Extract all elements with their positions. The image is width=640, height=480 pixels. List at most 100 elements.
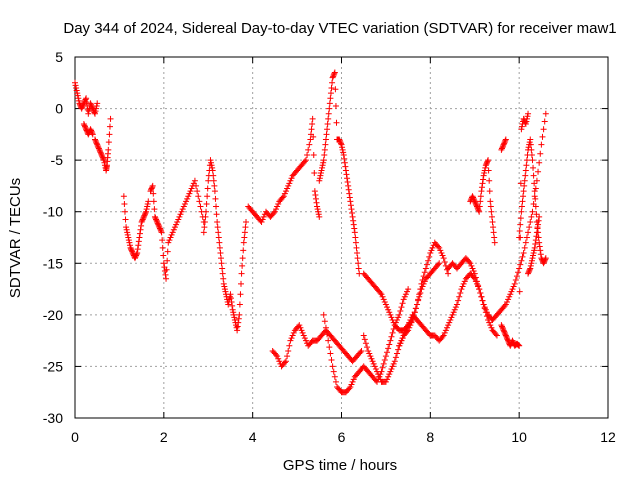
data-point [239, 262, 246, 269]
series-seg19 [525, 213, 543, 277]
series-seg3 [91, 115, 114, 174]
data-point [93, 139, 100, 146]
data-point [365, 347, 372, 354]
data-point [392, 354, 399, 361]
data-point [229, 302, 236, 309]
data-point [88, 127, 95, 134]
data-point [231, 314, 238, 321]
data-point [80, 100, 87, 107]
data-point [345, 186, 352, 193]
data-point [521, 244, 528, 251]
data-point [272, 206, 279, 213]
data-point [145, 198, 152, 205]
data-point [481, 304, 488, 311]
data-point [201, 219, 208, 226]
data-point [89, 104, 96, 111]
data-point [471, 270, 478, 277]
data-point [275, 355, 282, 362]
data-point [539, 133, 546, 140]
data-point [498, 145, 505, 152]
data-point [395, 346, 402, 353]
data-point [535, 217, 542, 224]
data-point [141, 212, 148, 219]
data-point [530, 249, 537, 256]
data-point [96, 148, 103, 155]
data-point [459, 283, 466, 290]
data-point [307, 136, 314, 143]
data-point [529, 157, 536, 164]
data-point [389, 317, 396, 324]
data-point [486, 177, 493, 184]
data-point [477, 289, 484, 296]
data-point [174, 219, 181, 226]
data-point [215, 229, 222, 236]
data-point [329, 74, 336, 81]
data-point [236, 301, 243, 308]
data-point [452, 304, 459, 311]
data-point [518, 126, 525, 133]
data-point [537, 150, 544, 157]
data-point [421, 278, 428, 285]
data-point [74, 92, 81, 99]
y-tick-label: -25 [43, 358, 63, 374]
data-point [523, 115, 530, 122]
data-point [336, 137, 343, 144]
data-point [316, 175, 323, 182]
data-point [230, 311, 237, 318]
data-point [492, 331, 499, 338]
data-point [425, 257, 432, 264]
data-point [126, 242, 133, 249]
data-point [528, 146, 535, 153]
data-point [491, 234, 498, 241]
data-point [473, 202, 480, 209]
data-point [536, 243, 543, 250]
data-point [91, 109, 98, 116]
data-point [443, 324, 450, 331]
data-point [168, 231, 175, 238]
data-point [389, 363, 396, 370]
data-point [460, 280, 467, 287]
data-point [527, 219, 534, 226]
data-point [477, 193, 484, 200]
data-point [488, 324, 495, 331]
data-point [78, 105, 85, 112]
data-point [330, 72, 337, 79]
data-point [151, 206, 158, 213]
data-point [82, 96, 89, 103]
data-point [525, 110, 532, 117]
data-point [511, 280, 518, 287]
data-point [445, 322, 452, 329]
data-point [453, 301, 460, 308]
data-point [143, 206, 150, 213]
data-point [516, 265, 523, 272]
series-seg10 [320, 286, 412, 396]
data-point [469, 265, 476, 272]
data-point [83, 99, 90, 106]
data-point [479, 297, 486, 304]
y-tick-label: -10 [43, 204, 63, 220]
data-point [209, 167, 216, 174]
data-point [95, 145, 102, 152]
data-point [542, 255, 549, 262]
data-point [144, 203, 151, 210]
data-point [532, 240, 539, 247]
data-point [505, 296, 512, 303]
data-point [366, 350, 373, 357]
data-point [98, 151, 105, 158]
data-point [204, 185, 211, 192]
data-point [483, 159, 490, 166]
data-point [445, 270, 452, 277]
data-point [299, 329, 306, 336]
data-point [274, 203, 281, 210]
data-point [315, 208, 322, 215]
data-point [320, 159, 327, 166]
x-axis-label: GPS time / hours [283, 457, 397, 474]
axis-ticks [74, 56, 609, 419]
data-point [81, 122, 88, 129]
data-point [297, 324, 304, 331]
data-point [525, 269, 532, 276]
data-point [518, 208, 525, 215]
data-point [128, 247, 135, 254]
data-point [139, 217, 146, 224]
